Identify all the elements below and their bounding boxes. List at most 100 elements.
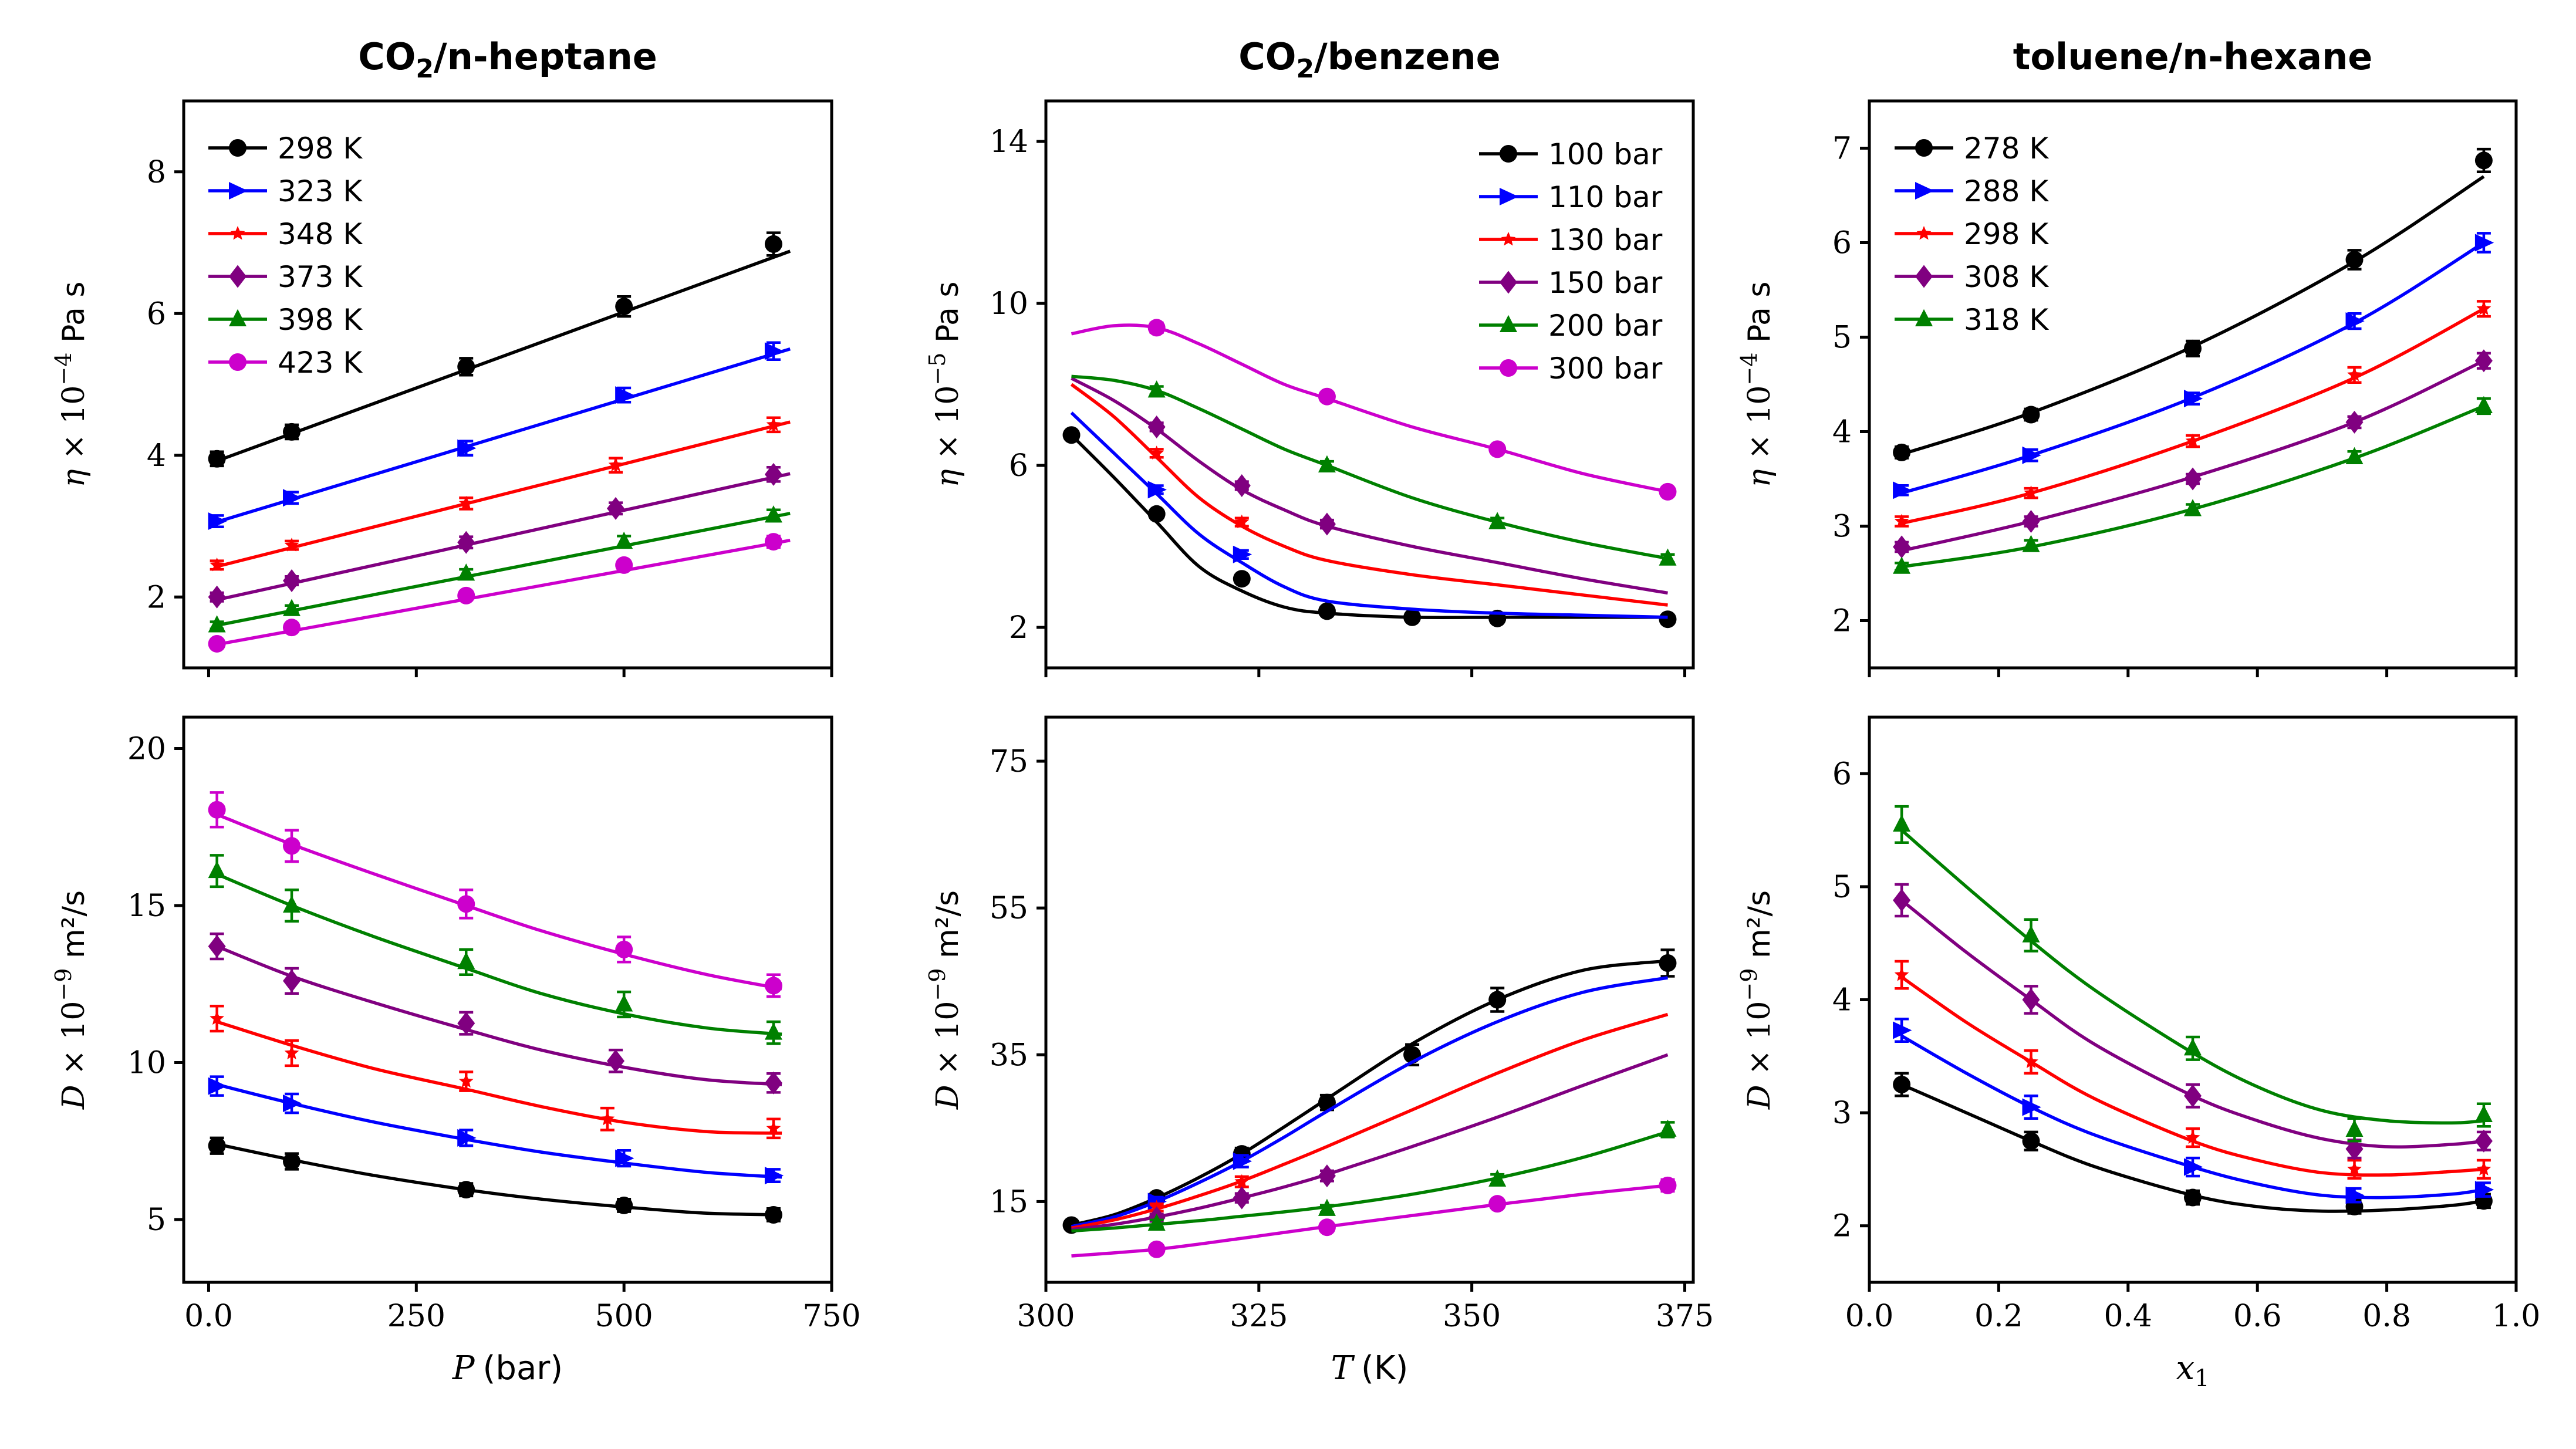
y-tick-label: 4 [1832,983,1852,1018]
data-point [208,450,226,468]
data-point [615,298,633,316]
data-point [1233,1186,1251,1210]
fit-curve [1071,323,1669,494]
data-point [615,940,633,958]
series-278-K [1893,147,2493,461]
data-point [1318,1218,1336,1237]
y-axis-label: η × 10−4 Pa s [50,281,92,487]
data-point [283,569,301,592]
data-point [2345,447,2364,464]
data-point [208,585,226,609]
data-point [457,1181,475,1199]
legend-item: 100 bar [1479,137,1663,171]
y-tick-label: 35 [990,1038,1028,1073]
fit-curve [1071,976,1668,1228]
series-298-K [208,1136,782,1224]
data-point [457,1012,475,1035]
legend-label: 398 K [278,303,363,337]
data-point [2345,1186,2365,1204]
axes-frame [1044,715,1695,1284]
legend-label: 130 bar [1548,223,1663,257]
fit-curve [1900,1034,2484,1200]
fit-curve [216,1020,782,1135]
x-tick-label: 325 [1230,1299,1288,1334]
legend-label: 288 K [1964,174,2049,208]
data-point [210,557,224,572]
legend-item: 323 K [208,174,363,208]
series-318-K [1893,396,2493,574]
axes-frame [1044,99,1695,670]
legend-item: 288 K [1895,174,2049,208]
data-point [457,895,475,913]
data-point [615,531,633,549]
fit-curve [217,1142,782,1217]
x-tick-label: 250 [387,1299,445,1334]
data-point [1488,1195,1507,1213]
data-point [458,1073,474,1088]
y-tick-label: 20 [127,732,166,767]
data-point [457,563,475,581]
data-point [283,1095,302,1113]
x-tick-label: 0.8 [2362,1299,2411,1334]
data-point [208,615,226,633]
legend-label: 100 bar [1548,137,1663,171]
data-point [1488,512,1507,529]
series-423-K [208,533,791,653]
series-200-bar [1071,374,1677,566]
data-point [764,1022,782,1040]
data-point [2345,1119,2364,1137]
data-point [284,1045,299,1059]
data-point [1893,1021,1912,1039]
y-tick-label: 2 [1832,604,1852,639]
data-point [764,342,784,360]
series-278-K [1893,1072,2493,1215]
data-point [2345,1137,2364,1161]
fit-curve [216,872,782,1036]
fit-curve [1901,1083,2484,1213]
data-point [1893,481,1912,499]
y-tick-label: 3 [1832,509,1852,545]
legend-marker [1500,315,1517,332]
axes-frame [182,99,833,670]
data-point [608,457,623,472]
data-point [457,531,475,554]
axes-frame [182,715,833,1284]
data-point [283,969,301,992]
fit-line [217,472,791,602]
y-axis-label: η × 10−4 Pa s [1736,281,1777,487]
legend-marker [1500,188,1519,205]
legend-marker [1500,359,1517,377]
legend-label: 298 K [1964,217,2049,251]
y-axis-label: D × 10−9 m²/s [50,890,92,1110]
data-point [2474,234,2494,252]
legend-label: 300 bar [1548,352,1663,386]
legend-label: 423 K [278,346,363,380]
legend-item: 298 K [1895,217,2049,251]
data-point [1893,443,1911,461]
data-point [766,1120,781,1135]
data-point [1318,602,1336,620]
data-point [2184,1038,2202,1056]
data-point [2184,339,2202,357]
data-point [2022,1098,2041,1116]
data-point [2474,396,2493,414]
series-288-K [1893,1017,2494,1204]
y-axis-label: D × 10−9 m²/s [1736,890,1777,1110]
legend-marker [1916,226,1932,240]
legend-label: 323 K [278,174,363,208]
legend-marker [1915,182,1934,200]
data-point [2184,467,2202,491]
series-348-K [210,1004,782,1140]
data-point [2476,1161,2491,1176]
series-288-K [1893,232,2494,499]
y-tick-label: 8 [147,155,166,190]
x-tick-label: 0.4 [2104,1299,2152,1334]
series-308-K [1893,349,2493,559]
y-tick-label: 2 [1009,610,1028,646]
panel-title: toluene/n-hexane [2013,35,2373,78]
data-point [2022,406,2040,424]
data-point [615,994,633,1012]
data-point [1062,426,1081,444]
data-point [2022,535,2040,552]
y-tick-label: 15 [127,889,166,924]
